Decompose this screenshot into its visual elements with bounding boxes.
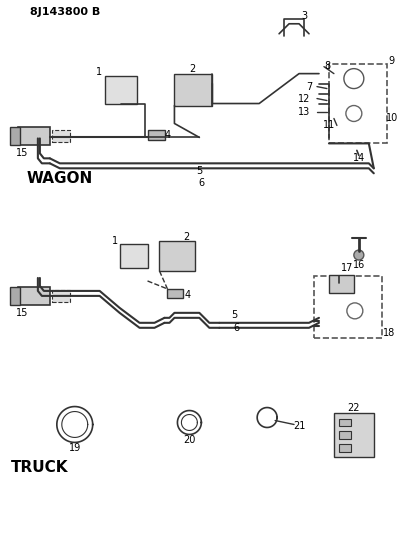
Text: 4: 4 [164, 131, 171, 140]
Bar [329, 63, 387, 143]
Text: 2: 2 [189, 63, 195, 74]
Text: 14: 14 [353, 154, 365, 163]
Bar [10, 127, 20, 146]
Text: 18: 18 [382, 328, 395, 338]
Text: 8: 8 [324, 61, 330, 71]
Text: 6: 6 [198, 178, 205, 188]
Bar [105, 76, 137, 103]
Bar [174, 74, 212, 106]
Text: 9: 9 [389, 55, 395, 66]
Circle shape [354, 250, 364, 260]
Bar [168, 289, 183, 298]
Text: 7: 7 [306, 82, 312, 92]
Bar [18, 287, 50, 305]
Text: TRUCK: TRUCK [11, 460, 68, 475]
Text: 4: 4 [184, 290, 191, 300]
Bar [339, 432, 351, 439]
Text: 10: 10 [386, 114, 398, 124]
Text: WAGON: WAGON [27, 171, 93, 186]
Text: 11: 11 [323, 120, 335, 131]
Text: 3: 3 [301, 11, 307, 21]
Text: 8J143800 B: 8J143800 B [30, 7, 100, 17]
Text: 2: 2 [183, 232, 189, 242]
Text: 1: 1 [111, 236, 118, 246]
Bar [120, 244, 148, 268]
Text: 6: 6 [233, 323, 239, 333]
Text: 15: 15 [16, 308, 28, 318]
Bar [314, 276, 382, 338]
Text: 1: 1 [96, 67, 102, 77]
Bar [10, 287, 20, 305]
Text: 12: 12 [298, 94, 310, 103]
Text: 21: 21 [293, 422, 305, 432]
Text: 5: 5 [196, 166, 203, 176]
Text: 5: 5 [231, 310, 237, 320]
Bar [52, 131, 70, 142]
Bar [334, 413, 374, 457]
Bar [339, 418, 351, 426]
Bar [160, 241, 195, 271]
Bar [148, 131, 166, 140]
Bar [339, 445, 351, 453]
Text: 20: 20 [183, 435, 195, 446]
Bar [329, 275, 354, 293]
Text: 22: 22 [347, 402, 360, 413]
Bar [18, 127, 50, 146]
Text: 13: 13 [298, 107, 310, 117]
Text: 19: 19 [68, 443, 81, 454]
Text: 16: 16 [353, 260, 365, 270]
Bar [52, 290, 70, 302]
Text: 15: 15 [16, 148, 28, 158]
Text: 17: 17 [341, 263, 353, 273]
